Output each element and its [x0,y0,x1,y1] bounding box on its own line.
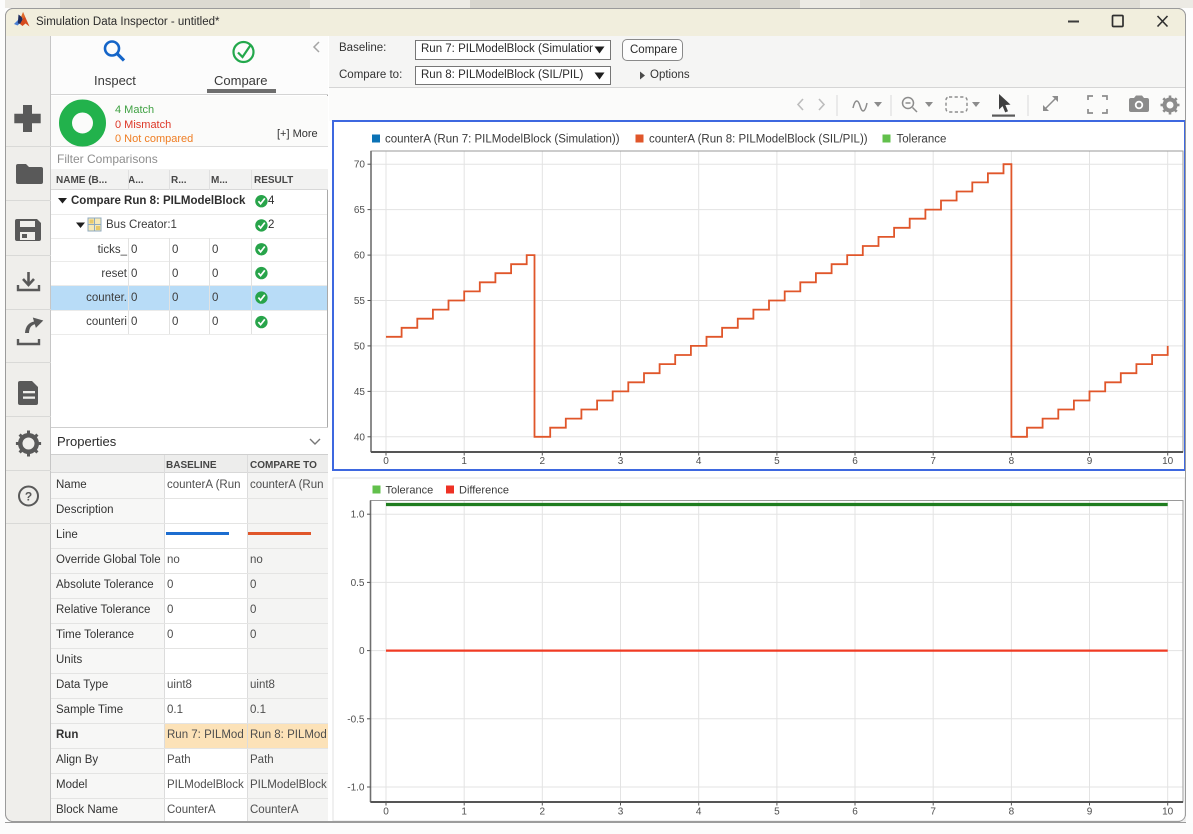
svg-text:3: 3 [618,807,624,818]
svg-text:70: 70 [354,160,366,171]
svg-text:-1.0: -1.0 [347,783,365,794]
svg-text:7: 7 [930,807,936,818]
svg-text:0: 0 [383,456,389,467]
svg-text:1: 1 [461,456,467,467]
svg-text:45: 45 [354,387,366,398]
svg-text:9: 9 [1087,807,1093,818]
svg-text:65: 65 [354,205,366,216]
svg-text:Tolerance: Tolerance [386,485,434,497]
svg-text:0: 0 [359,646,365,657]
svg-text:8: 8 [1009,807,1015,818]
svg-text:4: 4 [696,456,702,467]
svg-text:Difference: Difference [459,485,509,497]
svg-text:5: 5 [774,807,780,818]
svg-text:0.5: 0.5 [351,578,365,589]
svg-text:40: 40 [354,432,366,443]
svg-text:counterA (Run 7: PILModelBlock: counterA (Run 7: PILModelBlock (Simulati… [385,134,620,146]
svg-text:1.0: 1.0 [351,510,365,521]
svg-text:Tolerance: Tolerance [897,134,947,146]
svg-text:10: 10 [1162,456,1174,467]
svg-text:50: 50 [354,341,366,352]
svg-text:5: 5 [774,456,780,467]
svg-text:-0.5: -0.5 [347,714,365,725]
svg-text:2: 2 [540,807,546,818]
svg-text:counterA (Run 8: PILModelBlock: counterA (Run 8: PILModelBlock (SIL/PIL)… [649,134,868,146]
svg-text:4: 4 [696,807,702,818]
svg-text:0: 0 [383,807,389,818]
svg-text:1: 1 [461,807,467,818]
svg-text:60: 60 [354,251,366,262]
svg-text:6: 6 [852,807,858,818]
svg-text:7: 7 [930,456,936,467]
svg-text:55: 55 [354,296,366,307]
svg-text:?: ? [25,490,32,504]
svg-text:2: 2 [540,456,546,467]
svg-text:6: 6 [852,456,858,467]
svg-text:9: 9 [1087,456,1093,467]
svg-text:3: 3 [618,456,624,467]
svg-text:8: 8 [1009,456,1015,467]
svg-text:10: 10 [1162,807,1174,818]
